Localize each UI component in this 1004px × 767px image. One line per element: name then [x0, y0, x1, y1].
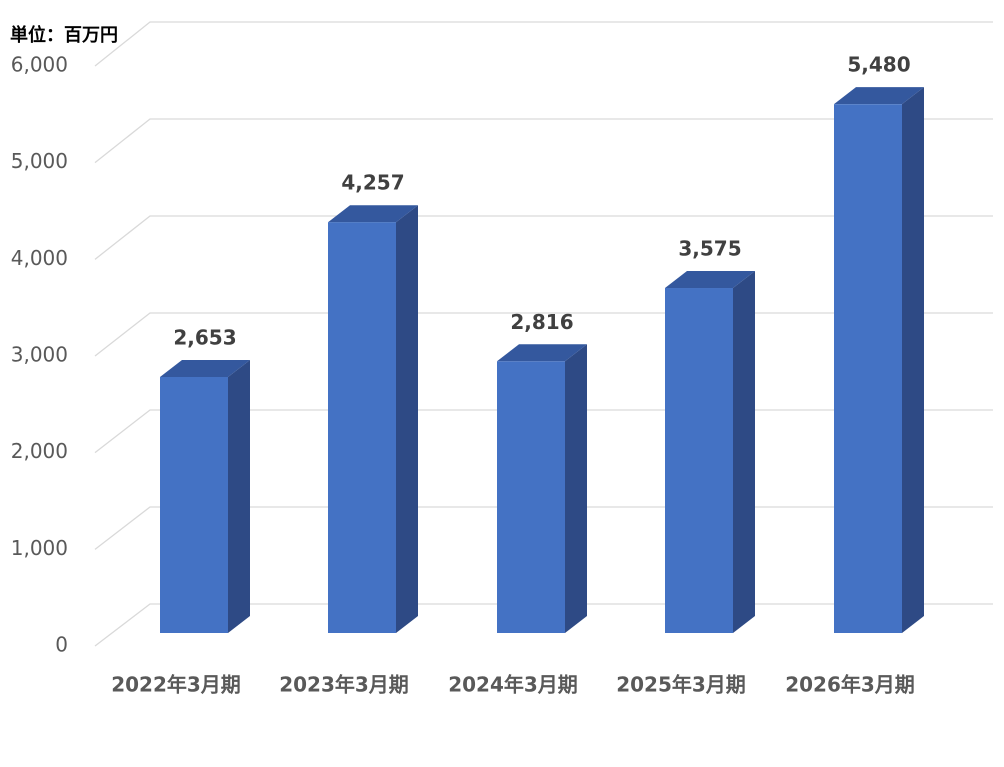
bar-top: [834, 87, 924, 105]
value-label: 4,257: [341, 171, 404, 195]
bar: [834, 104, 902, 634]
bar-top: [328, 205, 418, 223]
x-tick-label: 2024年3月期: [448, 673, 578, 697]
grid-line: [94, 21, 993, 67]
value-label: 2,653: [173, 325, 236, 349]
bar-top: [665, 271, 755, 289]
grid-line: [94, 118, 993, 164]
unit-label: 単位：百万円: [10, 24, 118, 46]
y-tick-label: 1,000: [11, 536, 68, 560]
x-tick-label: 2023年3月期: [279, 673, 409, 697]
x-tick-label: 2025年3月期: [616, 673, 746, 697]
bar: [497, 361, 565, 633]
bar-top: [160, 359, 250, 377]
bar-side: [228, 359, 250, 633]
bar: [160, 376, 228, 633]
value-label: 3,575: [678, 237, 741, 261]
grid-line: [94, 215, 993, 260]
y-tick-label: 3,000: [11, 343, 68, 367]
x-tick-label: 2026年3月期: [785, 673, 915, 697]
y-tick-label: 5,000: [11, 149, 68, 173]
y-tick-label: 2,000: [11, 439, 68, 463]
bar-side: [565, 344, 587, 633]
y-tick-label: 6,000: [11, 53, 68, 77]
bar-top: [497, 344, 587, 362]
x-tick-label: 2022年3月期: [111, 673, 241, 697]
bar-side: [396, 205, 418, 633]
bar-side: [733, 271, 755, 633]
bar: [328, 222, 396, 633]
bar-side: [902, 87, 924, 634]
value-label: 5,480: [847, 53, 910, 77]
bar: [665, 288, 733, 633]
value-label: 2,816: [510, 310, 573, 334]
y-tick-label: 0: [55, 633, 68, 657]
y-tick-label: 4,000: [11, 246, 68, 270]
